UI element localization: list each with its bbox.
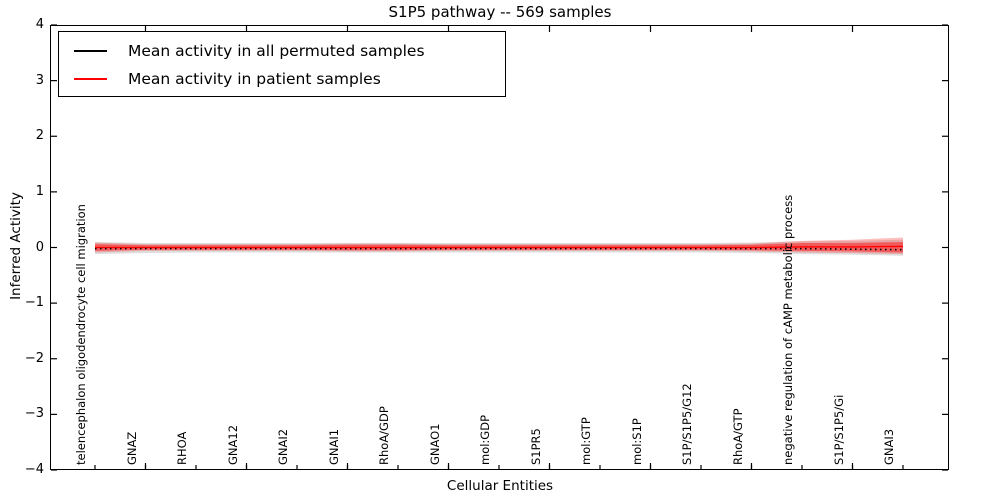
x-tick-label: S1PR5 xyxy=(528,428,543,465)
x-tick-label: RHOA xyxy=(175,431,189,465)
x-tick-label: mol:GTP xyxy=(579,417,593,465)
x-tick-label: mol:GDP xyxy=(478,414,492,465)
chart-title: S1P5 pathway -- 569 samples xyxy=(388,3,612,21)
x-tick-label: GNAI3 xyxy=(882,428,896,465)
x-tick-label: RhoA/GDP xyxy=(377,406,391,465)
x-tick-label: negative regulation of cAMP metabolic pr… xyxy=(781,194,795,465)
y-tick-label: 2 xyxy=(35,128,44,144)
x-tick-label: S1P/S1P5/Gi xyxy=(831,394,846,465)
x-tick-label: GNA12 xyxy=(225,424,240,465)
y-tick-label: 1 xyxy=(35,183,44,199)
y-tick-label: 4 xyxy=(35,17,44,32)
legend-item-permuted: Mean activity in all permuted samples xyxy=(59,37,505,65)
x-tick-label: GNAO1 xyxy=(427,423,442,465)
legend: Mean activity in all permuted samples Me… xyxy=(58,31,506,97)
x-tick-label: GNAZ xyxy=(124,431,139,465)
legend-label-patient: Mean activity in patient samples xyxy=(128,70,381,88)
x-tick-label: RhoA/GTP xyxy=(730,408,745,465)
y-tick-label: −3 xyxy=(24,406,44,422)
x-axis-label: Cellular Entities xyxy=(446,478,554,494)
y-tick-label: 0 xyxy=(35,239,44,255)
plot-area-border xyxy=(50,25,949,470)
x-tick-label: telencephalon oligodendrocyte cell migra… xyxy=(74,204,88,465)
y-tick-label: −1 xyxy=(24,295,44,311)
legend-item-patient: Mean activity in patient samples xyxy=(59,65,505,93)
legend-label-permuted: Mean activity in all permuted samples xyxy=(128,42,425,60)
y-tick-label: 3 xyxy=(35,72,44,88)
x-tick-label: GNAI2 xyxy=(276,428,290,465)
permuted-line-swatch xyxy=(74,50,107,52)
y-tick-label: −4 xyxy=(24,462,44,477)
x-tick-label: S1P/S1P5/G12 xyxy=(680,383,694,465)
patient-line-swatch xyxy=(74,78,107,80)
y-tick-label: −2 xyxy=(24,350,44,366)
x-tick-label: GNAI1 xyxy=(326,428,341,465)
x-tick-label: mol:S1P xyxy=(629,418,644,465)
